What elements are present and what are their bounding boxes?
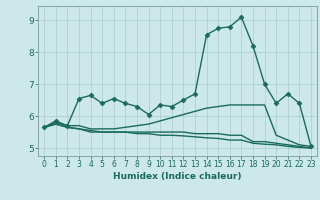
X-axis label: Humidex (Indice chaleur): Humidex (Indice chaleur): [113, 172, 242, 181]
